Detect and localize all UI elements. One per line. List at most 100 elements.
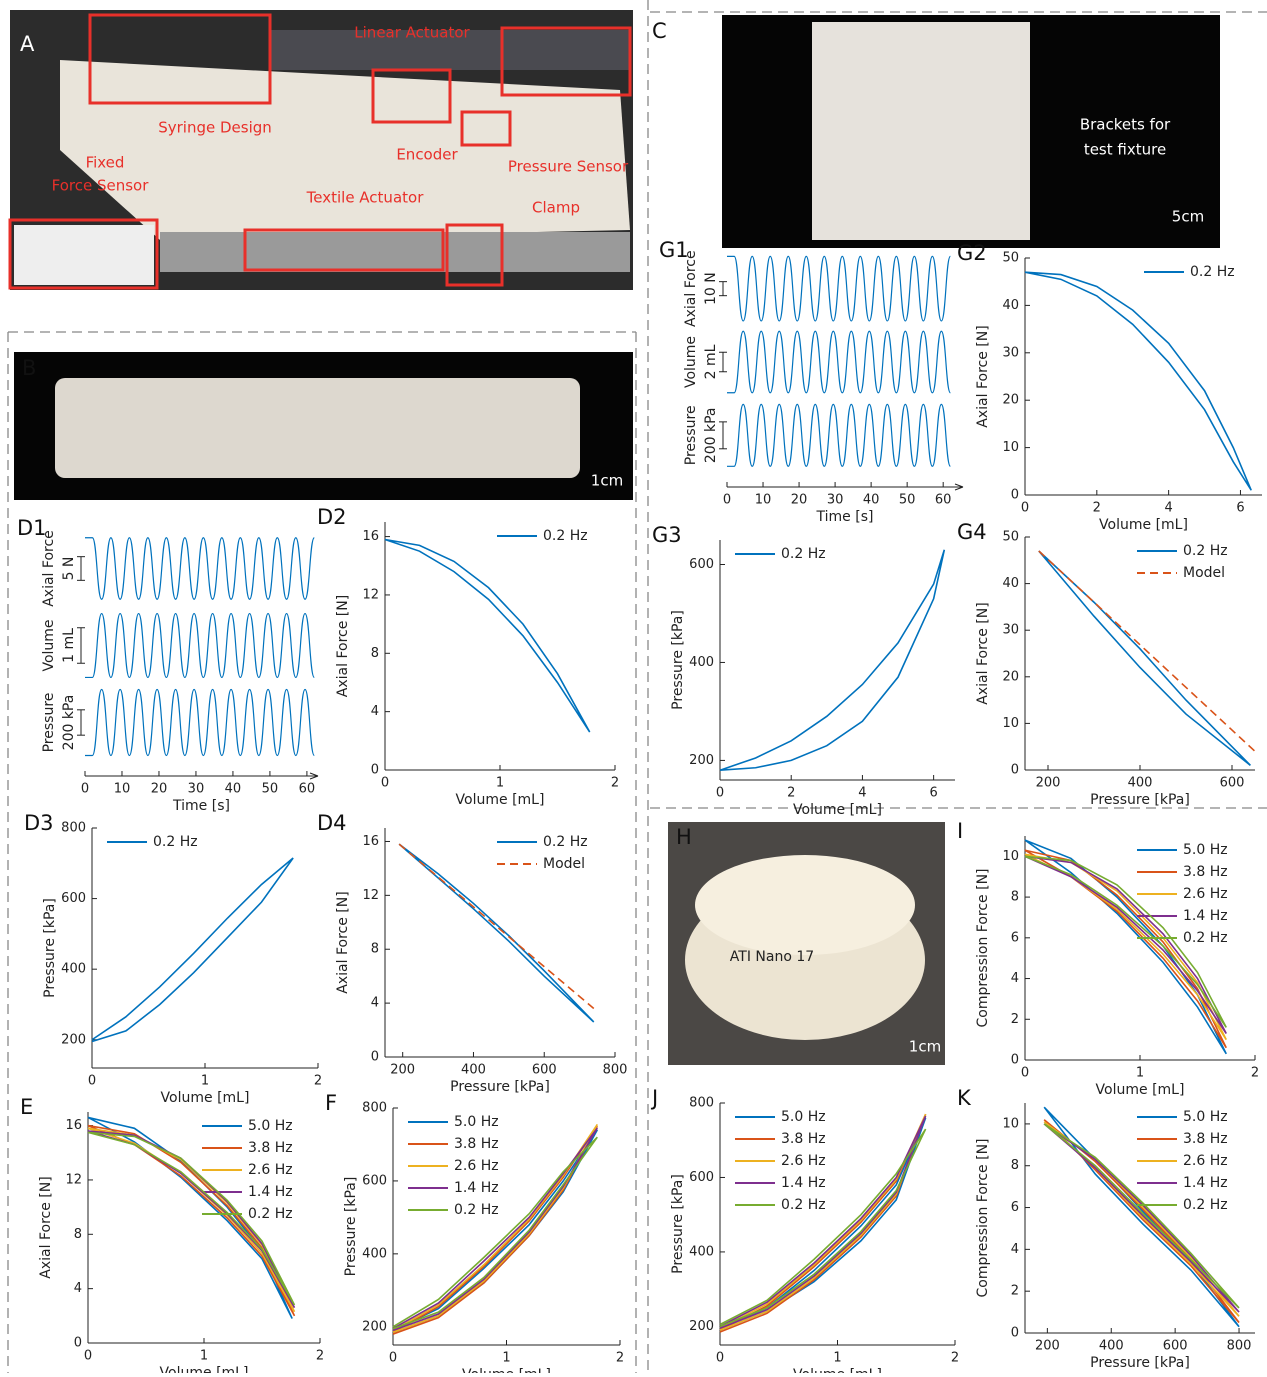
data-line [392, 1127, 598, 1332]
photo-part [695, 855, 915, 955]
x-tick-label: 30 [827, 493, 844, 508]
data-line [392, 1125, 599, 1335]
data-line [392, 1123, 599, 1333]
x-tick-label: 6 [929, 786, 937, 801]
legend-label: 1.4 Hz [1183, 908, 1228, 924]
x-tick-label: 0 [1021, 1066, 1029, 1081]
legend-label: 0.2 Hz [781, 546, 826, 562]
x-tick-label: 0 [389, 1351, 397, 1366]
x-tick-label: 600 [1163, 1339, 1188, 1354]
y-tick-label: 0 [1011, 1053, 1019, 1068]
x-tick-label: 800 [1227, 1339, 1252, 1354]
x-tick-label: 10 [114, 782, 131, 797]
y-tick-label: 16 [65, 1118, 82, 1133]
legend-label: 3.8 Hz [1183, 1131, 1228, 1147]
legend-label: 0.2 Hz [543, 528, 588, 544]
y-tick-label: 600 [689, 557, 714, 572]
y-tick-label: 400 [689, 655, 714, 670]
y-tick-label: 30 [1002, 345, 1019, 360]
data-line [1024, 271, 1252, 491]
photo-part [55, 378, 580, 478]
y-tick-label: 0 [371, 1050, 379, 1065]
legend-label: 5.0 Hz [454, 1114, 499, 1130]
y-tick-label: 8 [371, 942, 379, 957]
x-axis-label: Volume [mL] [462, 1367, 551, 1373]
photo-part [14, 225, 154, 285]
panel-label: G3 [652, 523, 682, 547]
photo-b: B 1cm [14, 352, 633, 500]
x-tick-label: 4 [858, 786, 866, 801]
data-line [719, 1115, 927, 1329]
panel-label: I [957, 819, 963, 843]
y-tick-label: 400 [362, 1246, 387, 1261]
data-line [87, 1124, 296, 1317]
legend-label: 2.6 Hz [1183, 1153, 1228, 1169]
panel-label: D3 [24, 811, 54, 835]
data-line [1043, 1123, 1240, 1313]
y-tick-label: 50 [1002, 530, 1019, 545]
trace-label: Volume [683, 336, 699, 388]
y-tick-label: 600 [362, 1173, 387, 1188]
x-axis-label: Volume [mL] [1099, 517, 1188, 533]
x-tick-label: 40 [225, 782, 242, 797]
data-line [1024, 855, 1227, 1034]
annotation: Clamp [532, 199, 580, 217]
legend-label: Model [1183, 565, 1225, 581]
y-tick-label: 4 [1011, 971, 1019, 986]
scale-label: 5cm [1172, 208, 1204, 226]
y-tick-label: 6 [1011, 930, 1019, 945]
legend-label: 0.2 Hz [1183, 1197, 1228, 1213]
x-tick-label: 50 [262, 782, 279, 797]
y-tick-label: 10 [1002, 849, 1019, 864]
x-tick-label: 0 [716, 786, 724, 801]
y-axis-label: Axial Force [N] [975, 325, 991, 427]
legend-label: 2.6 Hz [248, 1162, 293, 1178]
annotation: ATI Nano 17 [730, 949, 814, 965]
x-tick-label: 1 [1136, 1066, 1144, 1081]
photo-part [160, 232, 630, 272]
panel-label: H [676, 825, 692, 849]
legend-label: 0.2 Hz [1183, 543, 1228, 559]
panel-label: E [20, 1095, 33, 1119]
y-tick-label: 400 [689, 1244, 714, 1259]
panel-label: D1 [17, 516, 47, 540]
trace [727, 330, 951, 394]
data-line [1024, 853, 1227, 1041]
data-line [719, 1117, 927, 1331]
y-axis-label: Pressure [kPa] [670, 1174, 686, 1274]
y-tick-label: 600 [689, 1170, 714, 1185]
x-tick-label: 0 [723, 493, 731, 508]
y-tick-label: 0 [74, 1336, 82, 1351]
y-tick-label: 2 [1011, 1012, 1019, 1027]
x-tick-label: 0 [381, 776, 389, 791]
legend-label: 5.0 Hz [1183, 1109, 1228, 1125]
x-tick-label: 600 [1220, 776, 1245, 791]
panel-label: D2 [317, 505, 347, 529]
y-tick-label: 16 [362, 529, 379, 544]
legend-label: 3.8 Hz [1183, 864, 1228, 880]
x-tick-label: 2 [616, 1351, 624, 1366]
x-axis-arrow [954, 483, 964, 488]
y-tick-label: 20 [1002, 393, 1019, 408]
legend-label: 1.4 Hz [781, 1175, 826, 1191]
y-tick-label: 800 [362, 1101, 387, 1116]
x-tick-label: 1 [502, 1351, 510, 1366]
legend-label: 0.2 Hz [248, 1206, 293, 1222]
highlight-box [445, 223, 504, 287]
y-tick-label: 2 [1011, 1284, 1019, 1299]
legend-label: 1.4 Hz [454, 1180, 499, 1196]
x-axis-arrow [954, 486, 964, 491]
data-line [719, 1128, 927, 1328]
x-axis-label: Volume [mL] [793, 802, 882, 818]
y-tick-label: 6 [1011, 1200, 1019, 1215]
legend-label: 0.2 Hz [454, 1202, 499, 1218]
trace [85, 612, 315, 679]
x-tick-label: 0 [84, 1349, 92, 1364]
y-tick-label: 30 [1002, 623, 1019, 638]
annotation: Force Sensor [52, 177, 150, 195]
scale-label: 1cm [909, 1038, 941, 1056]
y-tick-label: 40 [1002, 576, 1019, 591]
x-tick-label: 40 [863, 493, 880, 508]
x-tick-label: 0 [716, 1351, 724, 1366]
panel-label: G4 [957, 520, 987, 544]
